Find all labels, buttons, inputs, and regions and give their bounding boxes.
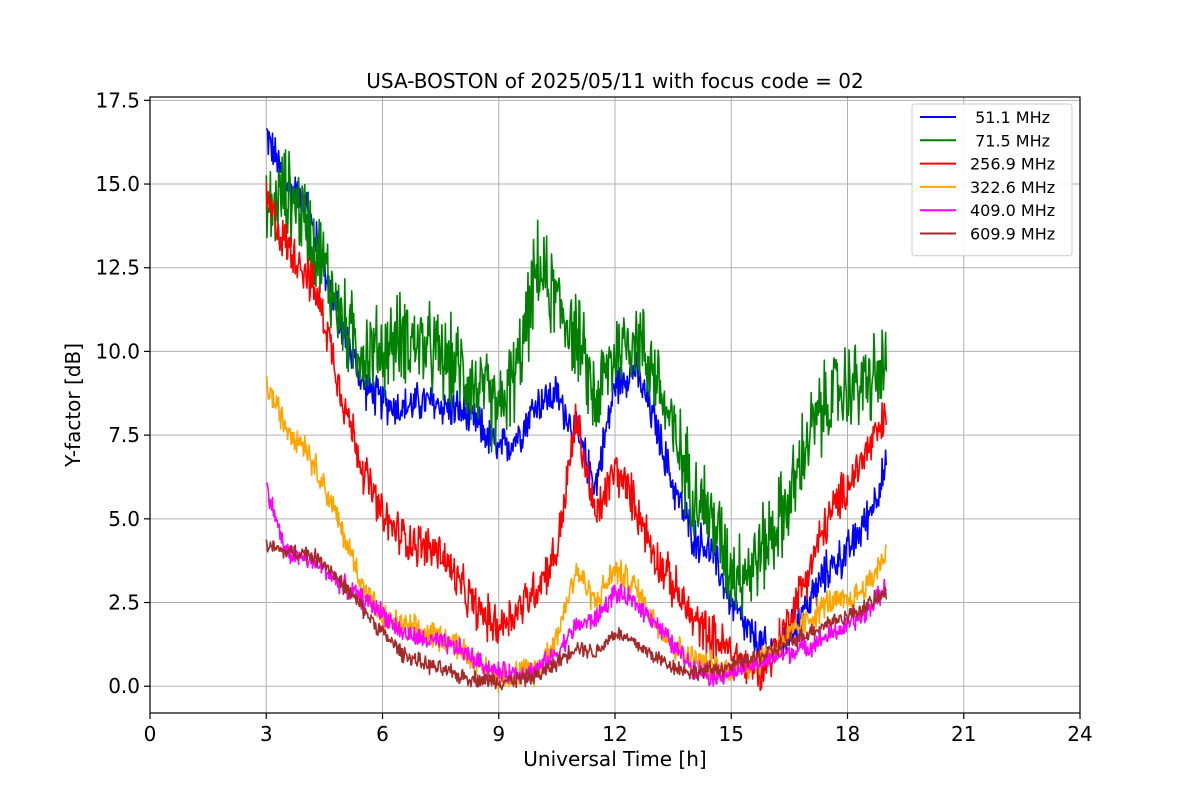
y-axis-label: Y-factor [dB]	[61, 343, 85, 468]
y-tick-label: 12.5	[95, 256, 140, 280]
x-tick-label: 24	[1067, 722, 1092, 746]
y-tick-label: 17.5	[95, 88, 140, 112]
y-tick-label: 0.0	[108, 674, 140, 698]
x-axis-label: Universal Time [h]	[523, 747, 706, 771]
y-tick-label: 7.5	[108, 423, 140, 447]
legend-box	[911, 103, 1073, 257]
x-tick-label: 12	[602, 722, 627, 746]
chart-title: USA-BOSTON of 2025/05/11 with focus code…	[366, 69, 863, 93]
y-tick-label: 10.0	[95, 339, 140, 363]
legend-label: 409.0 MHz	[970, 201, 1055, 220]
x-tick-label: 6	[376, 722, 389, 746]
series-line	[265, 376, 888, 694]
x-tick-label: 18	[835, 722, 860, 746]
axis-ticks: 0 3 6 9 12 15 18 21 24 0.0 2.5 5.0 7.5 10.0 12.5 15.0 17…	[95, 88, 1092, 746]
legend-label: 609.9 MHz	[970, 225, 1055, 244]
series-line	[265, 482, 888, 687]
series-line	[265, 181, 888, 692]
x-tick-label: 3	[260, 722, 273, 746]
x-tick-label: 21	[951, 722, 976, 746]
x-tick-label: 0	[144, 722, 157, 746]
y-tick-label: 2.5	[108, 591, 140, 615]
legend: 51.1 MHz 71.5 MHz 256.9 MHz 322.6 MHz 409.0…	[911, 103, 1073, 257]
x-tick-label: 9	[492, 722, 505, 746]
x-tick-label: 15	[719, 722, 744, 746]
y-tick-label: 15.0	[95, 172, 140, 196]
series-line	[265, 149, 888, 618]
series-line	[265, 539, 888, 691]
legend-label: 71.5 MHz	[970, 131, 1050, 150]
legend-label: 51.1 MHz	[970, 108, 1050, 127]
series-lines	[265, 128, 888, 694]
legend-label: 256.9 MHz	[970, 155, 1055, 174]
legend-label: 322.6 MHz	[970, 178, 1055, 197]
y-tick-label: 5.0	[108, 507, 140, 531]
